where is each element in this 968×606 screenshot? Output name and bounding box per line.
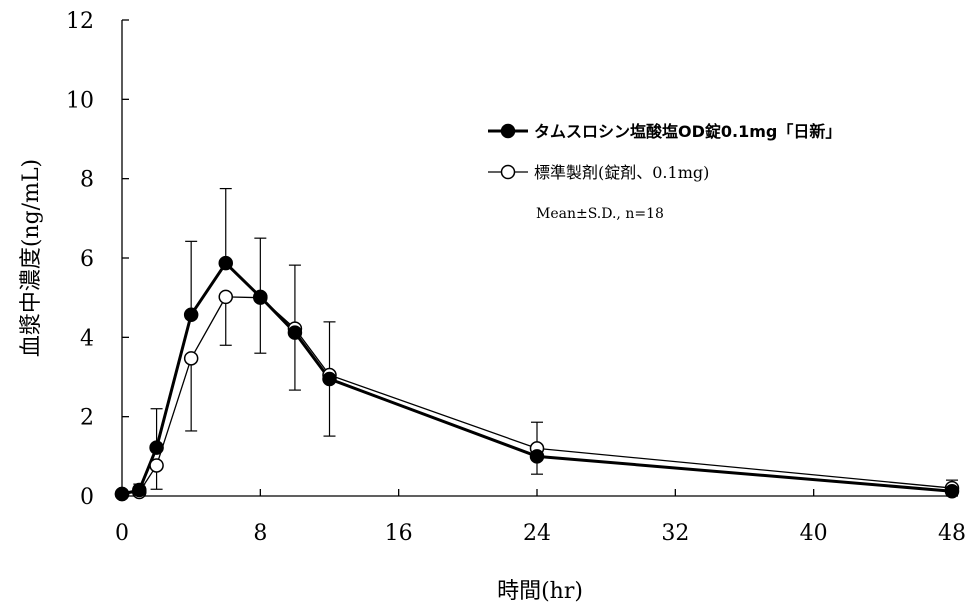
x-tick-label: 48 [938,521,966,546]
legend-label-reference: 標準製剤(錠剤、0.1mg) [534,163,709,182]
data-point-reference [183,351,199,366]
x-axis-title: 時間(hr) [497,579,583,604]
x-tick-label: 0 [115,521,129,546]
legend-marker-reference [500,164,516,180]
data-point-test [218,255,233,271]
y-tick-label: 4 [80,326,94,351]
data-point-test [132,482,147,498]
legend-marker-test [500,123,516,139]
x-tick-label: 40 [800,521,828,546]
y-axis-title: 血漿中濃度(ng/mL) [19,159,44,357]
y-tick-label: 12 [66,9,94,34]
x-tick-label: 32 [661,521,689,546]
x-tick-label: 8 [253,521,267,546]
data-point-test [529,449,545,464]
series-line-test [121,261,953,496]
x-tick-label: 24 [523,521,551,546]
data-point-test [253,289,268,305]
series-lines [121,261,953,496]
series-line-reference [121,296,953,495]
legend-label-test: タムスロシン塩酸塩OD錠0.1mg「日新」 [534,122,841,141]
data-point-test [944,483,960,499]
stats-note: Mean±S.D., n=18 [536,206,664,222]
data-markers [114,255,960,502]
legend: タムスロシン塩酸塩OD錠0.1mg「日新」 標準製剤(錠剤、0.1mg) Mea… [488,122,841,222]
data-point-test [149,440,164,455]
y-tick-label: 2 [80,406,94,431]
error-bars [133,187,958,497]
data-point-test [322,371,337,387]
data-point-reference [149,458,164,473]
y-tick-label: 6 [80,247,94,272]
y-tick-label: 0 [80,485,94,510]
data-point-test [114,486,130,502]
data-point-test [287,325,303,340]
y-tick-label: 10 [66,88,94,113]
data-point-reference [218,289,233,305]
data-point-test [183,307,199,322]
x-tick-label: 16 [385,521,413,546]
y-tick-label: 8 [80,168,94,193]
